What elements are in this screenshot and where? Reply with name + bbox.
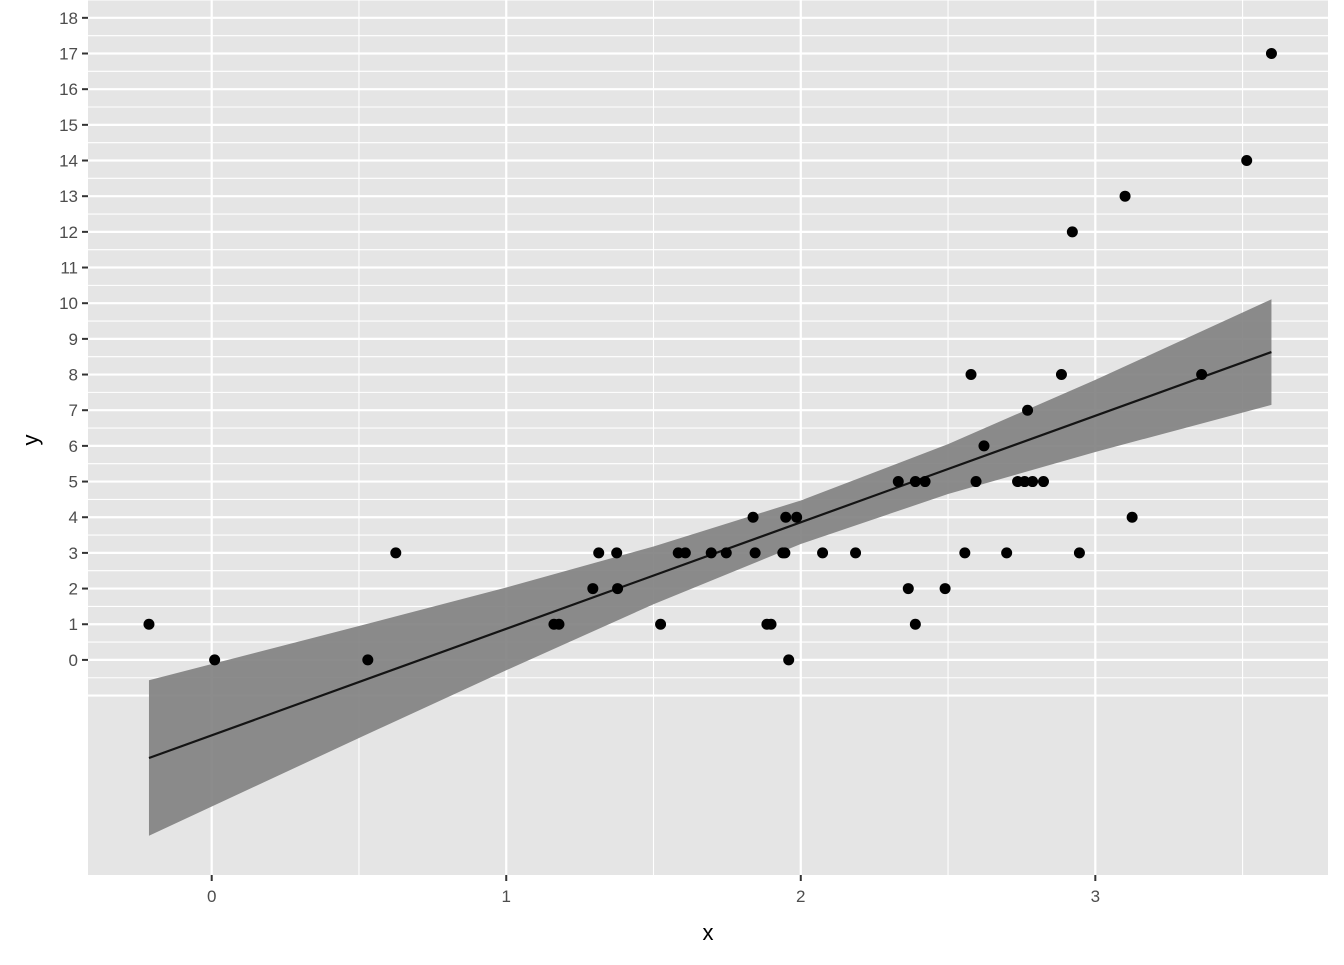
points-group bbox=[143, 48, 1277, 666]
data-point bbox=[143, 618, 155, 630]
y-tick-label: 13 bbox=[59, 187, 78, 206]
data-point bbox=[747, 511, 759, 523]
data-point bbox=[1119, 190, 1131, 202]
confidence-band bbox=[148, 299, 1272, 836]
data-point bbox=[919, 476, 931, 488]
x-axis-label: x bbox=[703, 920, 714, 945]
data-point bbox=[1066, 226, 1078, 238]
data-point bbox=[1027, 476, 1039, 488]
data-point bbox=[1037, 476, 1049, 488]
y-tick-label: 4 bbox=[69, 508, 78, 527]
data-point bbox=[783, 654, 795, 666]
y-tick-label: 2 bbox=[69, 580, 78, 599]
data-point bbox=[553, 618, 565, 630]
data-point bbox=[720, 547, 732, 559]
data-point bbox=[1055, 369, 1067, 381]
data-point bbox=[1001, 547, 1013, 559]
data-point bbox=[939, 583, 951, 595]
y-tick-label: 0 bbox=[69, 651, 78, 670]
x-tick-label: 3 bbox=[1091, 887, 1100, 906]
y-tick-label: 7 bbox=[69, 401, 78, 420]
data-point bbox=[612, 583, 624, 595]
data-point bbox=[1019, 476, 1031, 488]
data-point bbox=[1073, 547, 1085, 559]
y-tick-label: 8 bbox=[69, 366, 78, 385]
data-point bbox=[909, 476, 921, 488]
y-tick-label: 18 bbox=[59, 9, 78, 28]
y-tick-label: 6 bbox=[69, 437, 78, 456]
confidence-band-group bbox=[148, 299, 1272, 836]
data-point bbox=[1241, 155, 1253, 167]
data-point bbox=[1265, 48, 1277, 60]
y-tick-label: 14 bbox=[59, 152, 78, 171]
data-point bbox=[1196, 369, 1208, 381]
y-tick-label: 11 bbox=[60, 259, 78, 278]
data-point bbox=[959, 547, 971, 559]
data-point bbox=[362, 654, 374, 666]
y-tick-label: 3 bbox=[69, 544, 78, 563]
data-point bbox=[209, 654, 221, 666]
data-point bbox=[780, 511, 792, 523]
data-point bbox=[1126, 511, 1138, 523]
y-tick-label: 12 bbox=[59, 223, 78, 242]
data-point bbox=[390, 547, 402, 559]
data-point bbox=[965, 369, 977, 381]
y-tick-label: 15 bbox=[59, 116, 78, 135]
data-point bbox=[587, 583, 599, 595]
data-point bbox=[892, 476, 904, 488]
data-point bbox=[970, 476, 982, 488]
x-tick-label: 0 bbox=[207, 887, 216, 906]
y-tick-label: 10 bbox=[59, 294, 78, 313]
data-point bbox=[655, 618, 667, 630]
data-point bbox=[765, 618, 777, 630]
y-axis-label: y bbox=[18, 435, 43, 446]
data-point bbox=[705, 547, 717, 559]
x-tick-label: 1 bbox=[502, 887, 511, 906]
x-tick-label: 2 bbox=[796, 887, 805, 906]
data-point bbox=[679, 547, 691, 559]
data-point bbox=[593, 547, 605, 559]
y-tick-label: 5 bbox=[69, 473, 78, 492]
data-point bbox=[1022, 404, 1034, 416]
data-point bbox=[817, 547, 829, 559]
y-tick-label: 16 bbox=[59, 80, 78, 99]
y-tick-label: 1 bbox=[69, 615, 78, 634]
y-tick-label: 9 bbox=[69, 330, 78, 349]
data-point bbox=[850, 547, 862, 559]
data-point bbox=[611, 547, 623, 559]
y-tick-label: 17 bbox=[59, 45, 78, 64]
data-point bbox=[779, 547, 791, 559]
data-point bbox=[909, 618, 921, 630]
data-point bbox=[791, 511, 803, 523]
data-point bbox=[978, 440, 990, 452]
data-point bbox=[902, 583, 914, 595]
data-point bbox=[749, 547, 761, 559]
